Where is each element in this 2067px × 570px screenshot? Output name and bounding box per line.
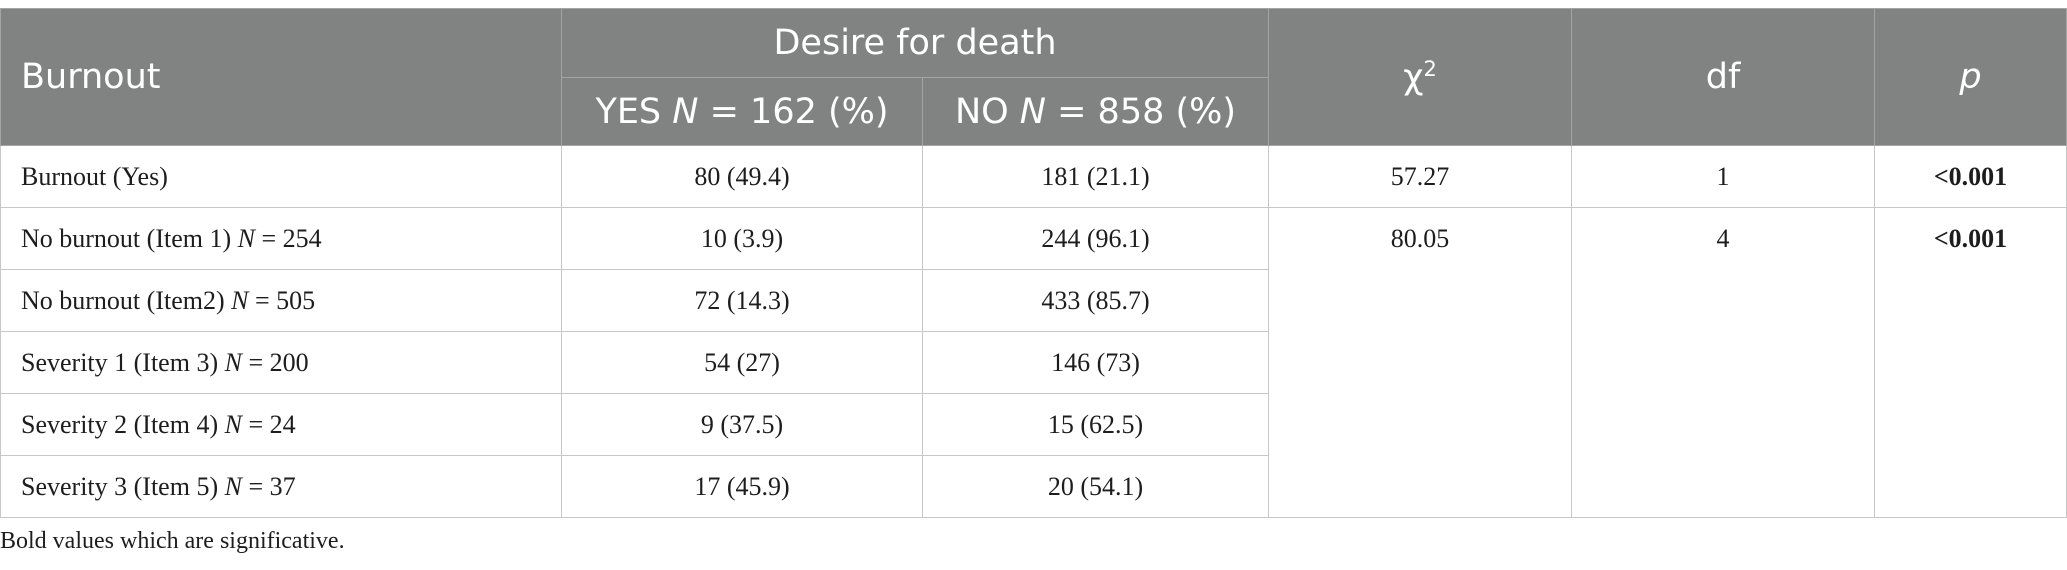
cell-p: <0.001 xyxy=(1874,207,2067,518)
table-row: Severity 3 (Item 5) N = 37 17 (45.9) 20 … xyxy=(0,455,2067,518)
row-n-label: N xyxy=(224,471,242,501)
header-yes: YES N = 162 (%) xyxy=(561,77,923,146)
cell-yes: 72 (14.3) xyxy=(561,269,923,332)
row-label-text: Severity 1 (Item 3) xyxy=(21,347,225,377)
cell-yes: 9 (37.5) xyxy=(561,393,923,456)
row-n-value: = 505 xyxy=(248,285,316,315)
row-n-value: = 200 xyxy=(241,347,309,377)
cell-df: 4 xyxy=(1571,207,1876,518)
header-p: p xyxy=(1874,8,2067,146)
results-table-container: Burnout Desire for death χ2 df p YES N =… xyxy=(0,8,2067,518)
chi-superscript: 2 xyxy=(1423,56,1437,81)
cell-df: 1 xyxy=(1571,145,1876,208)
header-yes-n: N xyxy=(672,91,699,132)
cell-yes: 10 (3.9) xyxy=(561,207,923,270)
row-n-value: = 37 xyxy=(241,471,296,501)
header-yes-prefix: YES xyxy=(595,91,673,132)
table-row: Burnout (Yes) 80 (49.4) 181 (21.1) 57.27… xyxy=(0,145,2067,208)
cell-no: 433 (85.7) xyxy=(921,269,1270,332)
cell-p: <0.001 xyxy=(1874,145,2067,208)
results-table: Burnout Desire for death χ2 df p YES N =… xyxy=(0,8,2067,518)
header-chi-square: χ2 xyxy=(1268,8,1573,146)
table-row: No burnout (Item2) N = 505 72 (14.3) 433… xyxy=(0,269,2067,332)
cell-yes: 80 (49.4) xyxy=(561,145,923,208)
row-n-value: = 254 xyxy=(254,223,322,253)
row-n-label: N xyxy=(224,409,242,439)
row-label-text: Severity 2 (Item 4) xyxy=(21,409,225,439)
header-desire-for-death: Desire for death xyxy=(560,8,1270,78)
row-label: Burnout (Yes) xyxy=(0,145,562,208)
row-n-value: = 24 xyxy=(241,409,296,439)
header-df: df xyxy=(1571,8,1876,146)
row-label: Severity 3 (Item 5) N = 37 xyxy=(0,455,562,518)
row-label: Severity 2 (Item 4) N = 24 xyxy=(0,393,562,456)
cell-no: 20 (54.1) xyxy=(921,455,1270,518)
row-label: Severity 1 (Item 3) N = 200 xyxy=(0,331,562,394)
chi-symbol: χ xyxy=(1403,57,1424,98)
row-label-text: No burnout (Item2) xyxy=(21,285,232,315)
cell-yes: 54 (27) xyxy=(561,331,923,394)
table-row: No burnout (Item 1) N = 254 10 (3.9) 244… xyxy=(0,207,2067,518)
row-n-label: N xyxy=(231,285,249,315)
table-footnote: Bold values which are significative. xyxy=(0,528,345,554)
table-row: Severity 2 (Item 4) N = 24 9 (37.5) 15 (… xyxy=(0,393,2067,456)
header-yes-suffix: = 162 (%) xyxy=(698,91,889,132)
row-n-label: N xyxy=(237,223,255,253)
header-no-suffix: = 858 (%) xyxy=(1045,91,1237,132)
cell-chi: 57.27 xyxy=(1268,145,1573,208)
header-no-prefix: NO xyxy=(954,91,1020,132)
cell-no: 15 (62.5) xyxy=(921,393,1270,456)
header-no-n: N xyxy=(1019,91,1046,132)
table-row: Severity 1 (Item 3) N = 200 54 (27) 146 … xyxy=(0,331,2067,394)
row-n-label: N xyxy=(224,347,242,377)
header-no: NO N = 858 (%) xyxy=(921,77,1270,146)
row-label-text: Severity 3 (Item 5) xyxy=(21,471,225,501)
header-burnout: Burnout xyxy=(0,8,562,146)
cell-no: 181 (21.1) xyxy=(921,145,1270,208)
row-label: No burnout (Item2) N = 505 xyxy=(0,269,562,332)
cell-no: 146 (73) xyxy=(921,331,1270,394)
row-label: No burnout (Item 1) N = 254 xyxy=(0,207,562,270)
row-label-text: No burnout (Item 1) xyxy=(21,223,238,253)
row-label-text: Burnout (Yes) xyxy=(21,161,168,191)
cell-chi: 80.05 xyxy=(1268,207,1573,518)
cell-no: 244 (96.1) xyxy=(921,207,1270,270)
cell-yes: 17 (45.9) xyxy=(561,455,923,518)
